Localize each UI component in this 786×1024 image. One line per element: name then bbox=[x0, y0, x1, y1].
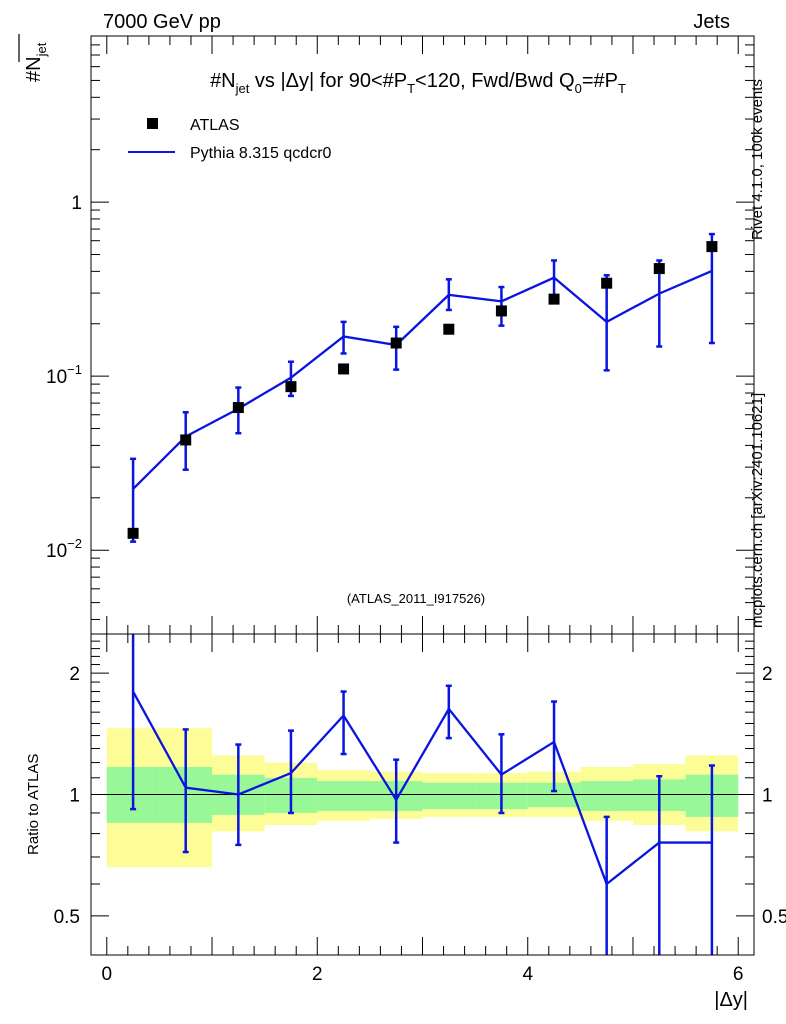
rivet-version-label: Rivet 4.1.0, 100k events bbox=[749, 79, 766, 240]
main-y-tick-label: 10−2 bbox=[46, 536, 82, 562]
atlas-data-point bbox=[285, 381, 297, 393]
main-y-axis-label: #Njet bbox=[18, 34, 49, 82]
energy-label: 7000 GeV pp bbox=[103, 11, 221, 33]
ratio-panel: 0 2 4 6 0.5 0.5 1 1 2 2 bbox=[54, 633, 786, 985]
atlas-data-point bbox=[653, 263, 665, 275]
legend-atlas-marker bbox=[147, 118, 158, 129]
ratio-y-tick-label-right: 0.5 bbox=[762, 907, 786, 928]
atlas-data-point bbox=[443, 323, 455, 335]
ratio-series-line bbox=[132, 690, 712, 886]
ratio-panel-frame bbox=[90, 633, 755, 956]
ratio-y-tick-label: 1 bbox=[69, 786, 80, 807]
atlas-data-point bbox=[127, 527, 139, 539]
ratio-y-axis-label: Ratio to ATLAS bbox=[25, 754, 42, 855]
process-label: Jets bbox=[693, 11, 730, 33]
legend-mc-label: Pythia 8.315 qcdcr0 bbox=[190, 145, 332, 162]
y-label-text: #Njet bbox=[23, 42, 49, 82]
atlas-data-point bbox=[180, 434, 192, 446]
main-y-tick-label: 1 bbox=[71, 193, 82, 214]
mc-series-line bbox=[132, 269, 713, 490]
mcplots-source-label: mcplots.cern.ch [arXiv:2401.10621] bbox=[749, 393, 766, 628]
legend-atlas-label: ATLAS bbox=[190, 117, 240, 134]
ratio-y-tick-label-right: 1 bbox=[762, 786, 773, 807]
main-panel: 10−2 10−1 1 bbox=[46, 35, 754, 634]
main-y-tick-label: 10−1 bbox=[46, 362, 82, 388]
atlas-data-point bbox=[601, 277, 613, 289]
ratio-uncertainty-band-inner bbox=[580, 781, 633, 812]
chart-title: #Njet vs |Δy| for 90<#PT<120, Fwd/Bwd Q0… bbox=[210, 70, 626, 96]
atlas-data-point bbox=[495, 305, 507, 317]
analysis-id-label: (ATLAS_2011_I917526) bbox=[347, 591, 485, 606]
ratio-y-tick-label: 2 bbox=[69, 664, 80, 685]
x-tick-label: 4 bbox=[522, 964, 533, 985]
ratio-uncertainty-band-inner bbox=[317, 781, 370, 812]
atlas-data-point bbox=[548, 293, 560, 305]
x-tick-label: 0 bbox=[101, 964, 112, 985]
ratio-y-tick-label: 0.5 bbox=[54, 907, 80, 928]
x-tick-label: 2 bbox=[312, 964, 323, 985]
ratio-y-tick-label-right: 2 bbox=[762, 664, 773, 685]
atlas-data-point bbox=[390, 337, 402, 349]
atlas-data-point bbox=[338, 363, 350, 375]
x-axis-label: |Δy| bbox=[714, 989, 748, 1011]
ratio-uncertainty-band-inner bbox=[422, 782, 476, 810]
atlas-data-point bbox=[232, 402, 244, 414]
atlas-data-point bbox=[706, 241, 718, 253]
x-tick-label: 6 bbox=[733, 964, 744, 985]
